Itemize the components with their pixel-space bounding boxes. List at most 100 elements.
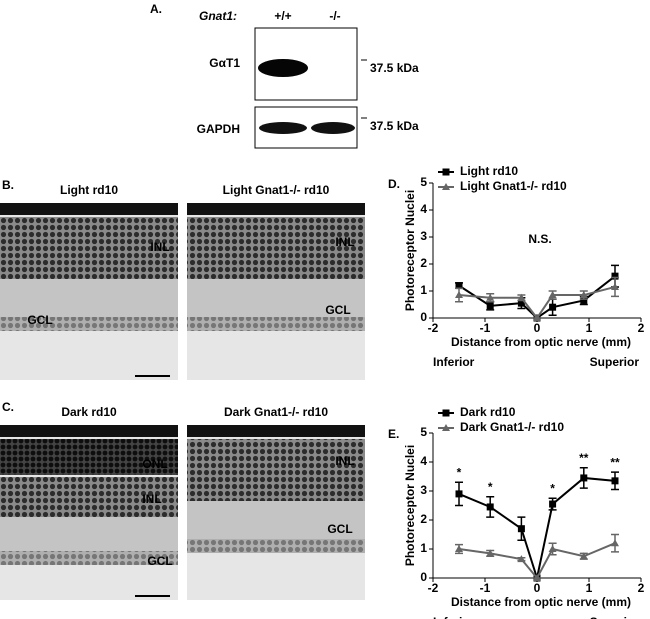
tissue-layer <box>0 425 178 437</box>
significance: * <box>457 465 462 479</box>
layer-label: INL <box>335 454 354 468</box>
series-line <box>458 542 616 580</box>
x-tick-label: 0 <box>534 581 541 595</box>
row-label: GαT1 <box>209 56 240 70</box>
x-tick-label: -2 <box>428 321 439 335</box>
x-tick-label: -1 <box>480 581 491 595</box>
genotype-label: Gnat1: <box>199 9 237 23</box>
marker <box>533 574 541 581</box>
marker <box>579 552 588 560</box>
marker <box>455 545 463 552</box>
panel-label: E. <box>388 427 399 441</box>
marker <box>517 293 526 301</box>
y-tick-label: 1 <box>420 283 427 297</box>
panel-label: A. <box>150 2 162 16</box>
y-tick-label: 3 <box>420 483 427 497</box>
blot-band <box>258 59 308 77</box>
marker <box>486 549 495 557</box>
y-tick-label: 4 <box>420 454 427 468</box>
tissue-layer <box>0 317 178 331</box>
marker <box>455 282 463 290</box>
x-end-label: Superior <box>590 355 640 369</box>
y-tick-label: 1 <box>420 541 427 555</box>
tissue-layer <box>187 501 365 539</box>
size-marker: 37.5 kDa <box>370 61 419 75</box>
y-tick-label: 2 <box>420 512 427 526</box>
marker <box>549 500 557 508</box>
significance: * <box>550 481 555 495</box>
y-tick-label: 5 <box>420 175 427 189</box>
marker <box>517 525 525 533</box>
marker <box>548 291 557 299</box>
image-title: Light Gnat1-/- rd10 <box>223 183 330 197</box>
tissue-layer <box>187 539 365 553</box>
legend-label: Light rd10 <box>460 164 518 178</box>
marker <box>486 503 494 511</box>
marker <box>442 409 450 417</box>
x-end-label: Superior <box>590 615 640 619</box>
lane-label: -/- <box>329 9 340 23</box>
layer-label: GCL <box>27 313 52 327</box>
tissue-layer <box>0 217 178 279</box>
y-axis-label: Photoreceptor Nuclei <box>403 445 417 566</box>
marker <box>442 168 450 176</box>
tissue-layer <box>0 279 178 317</box>
x-end-label: Inferior <box>433 355 475 369</box>
y-tick-label: 5 <box>420 425 427 439</box>
layer-label: INL <box>150 240 169 254</box>
marker <box>549 303 557 311</box>
y-tick-label: 0 <box>420 310 427 324</box>
marker <box>517 299 525 307</box>
x-tick-label: -2 <box>428 581 439 595</box>
significance: ** <box>610 455 620 469</box>
blot-band <box>259 122 307 134</box>
legend-label: Dark Gnat1-/- rd10 <box>460 420 564 434</box>
image-title: Dark Gnat1-/- rd10 <box>224 405 328 419</box>
legend-label: Dark rd10 <box>460 405 516 419</box>
marker <box>611 539 619 547</box>
tissue-layer <box>0 551 178 565</box>
tissue-layer <box>187 317 365 331</box>
marker <box>579 291 588 299</box>
marker <box>580 474 588 482</box>
tissue-layer <box>187 425 365 437</box>
x-tick-label: 0 <box>534 321 541 335</box>
row-label: GAPDH <box>197 122 240 136</box>
blot-band <box>311 122 355 134</box>
marker <box>611 272 619 280</box>
series-line <box>458 285 616 320</box>
tissue-layer <box>187 439 365 501</box>
y-tick-label: 3 <box>420 229 427 243</box>
layer-label: GCL <box>325 303 350 317</box>
marker <box>548 545 557 552</box>
x-tick-label: 1 <box>586 321 593 335</box>
annotation: N.S. <box>528 232 551 246</box>
x-tick-label: 2 <box>638 581 645 595</box>
panel-label: C. <box>2 400 14 414</box>
y-axis-label: Photoreceptor Nuclei <box>403 190 417 311</box>
image-title: Dark rd10 <box>61 405 117 419</box>
marker <box>455 490 463 498</box>
panel-label: D. <box>388 177 400 191</box>
significance: ** <box>579 451 589 465</box>
legend-label: Light Gnat1-/- rd10 <box>460 179 567 193</box>
x-tick-label: 1 <box>586 581 593 595</box>
marker <box>442 424 450 431</box>
tissue-layer <box>0 477 178 517</box>
marker <box>611 477 619 485</box>
panel-label: B. <box>2 178 14 192</box>
marker <box>580 296 588 304</box>
tissue-layer <box>187 279 365 317</box>
x-axis-label: Distance from optic nerve (mm) <box>451 595 631 609</box>
layer-label: ONL <box>142 457 167 471</box>
x-axis-label: Distance from optic nerve (mm) <box>451 335 631 349</box>
x-end-label: Inferior <box>433 615 475 619</box>
marker <box>486 293 495 301</box>
y-tick-label: 2 <box>420 256 427 270</box>
x-tick-label: -1 <box>480 321 491 335</box>
tissue-layer <box>187 217 365 279</box>
tissue-layer <box>0 203 178 215</box>
marker <box>455 291 463 299</box>
significance: * <box>488 480 493 494</box>
